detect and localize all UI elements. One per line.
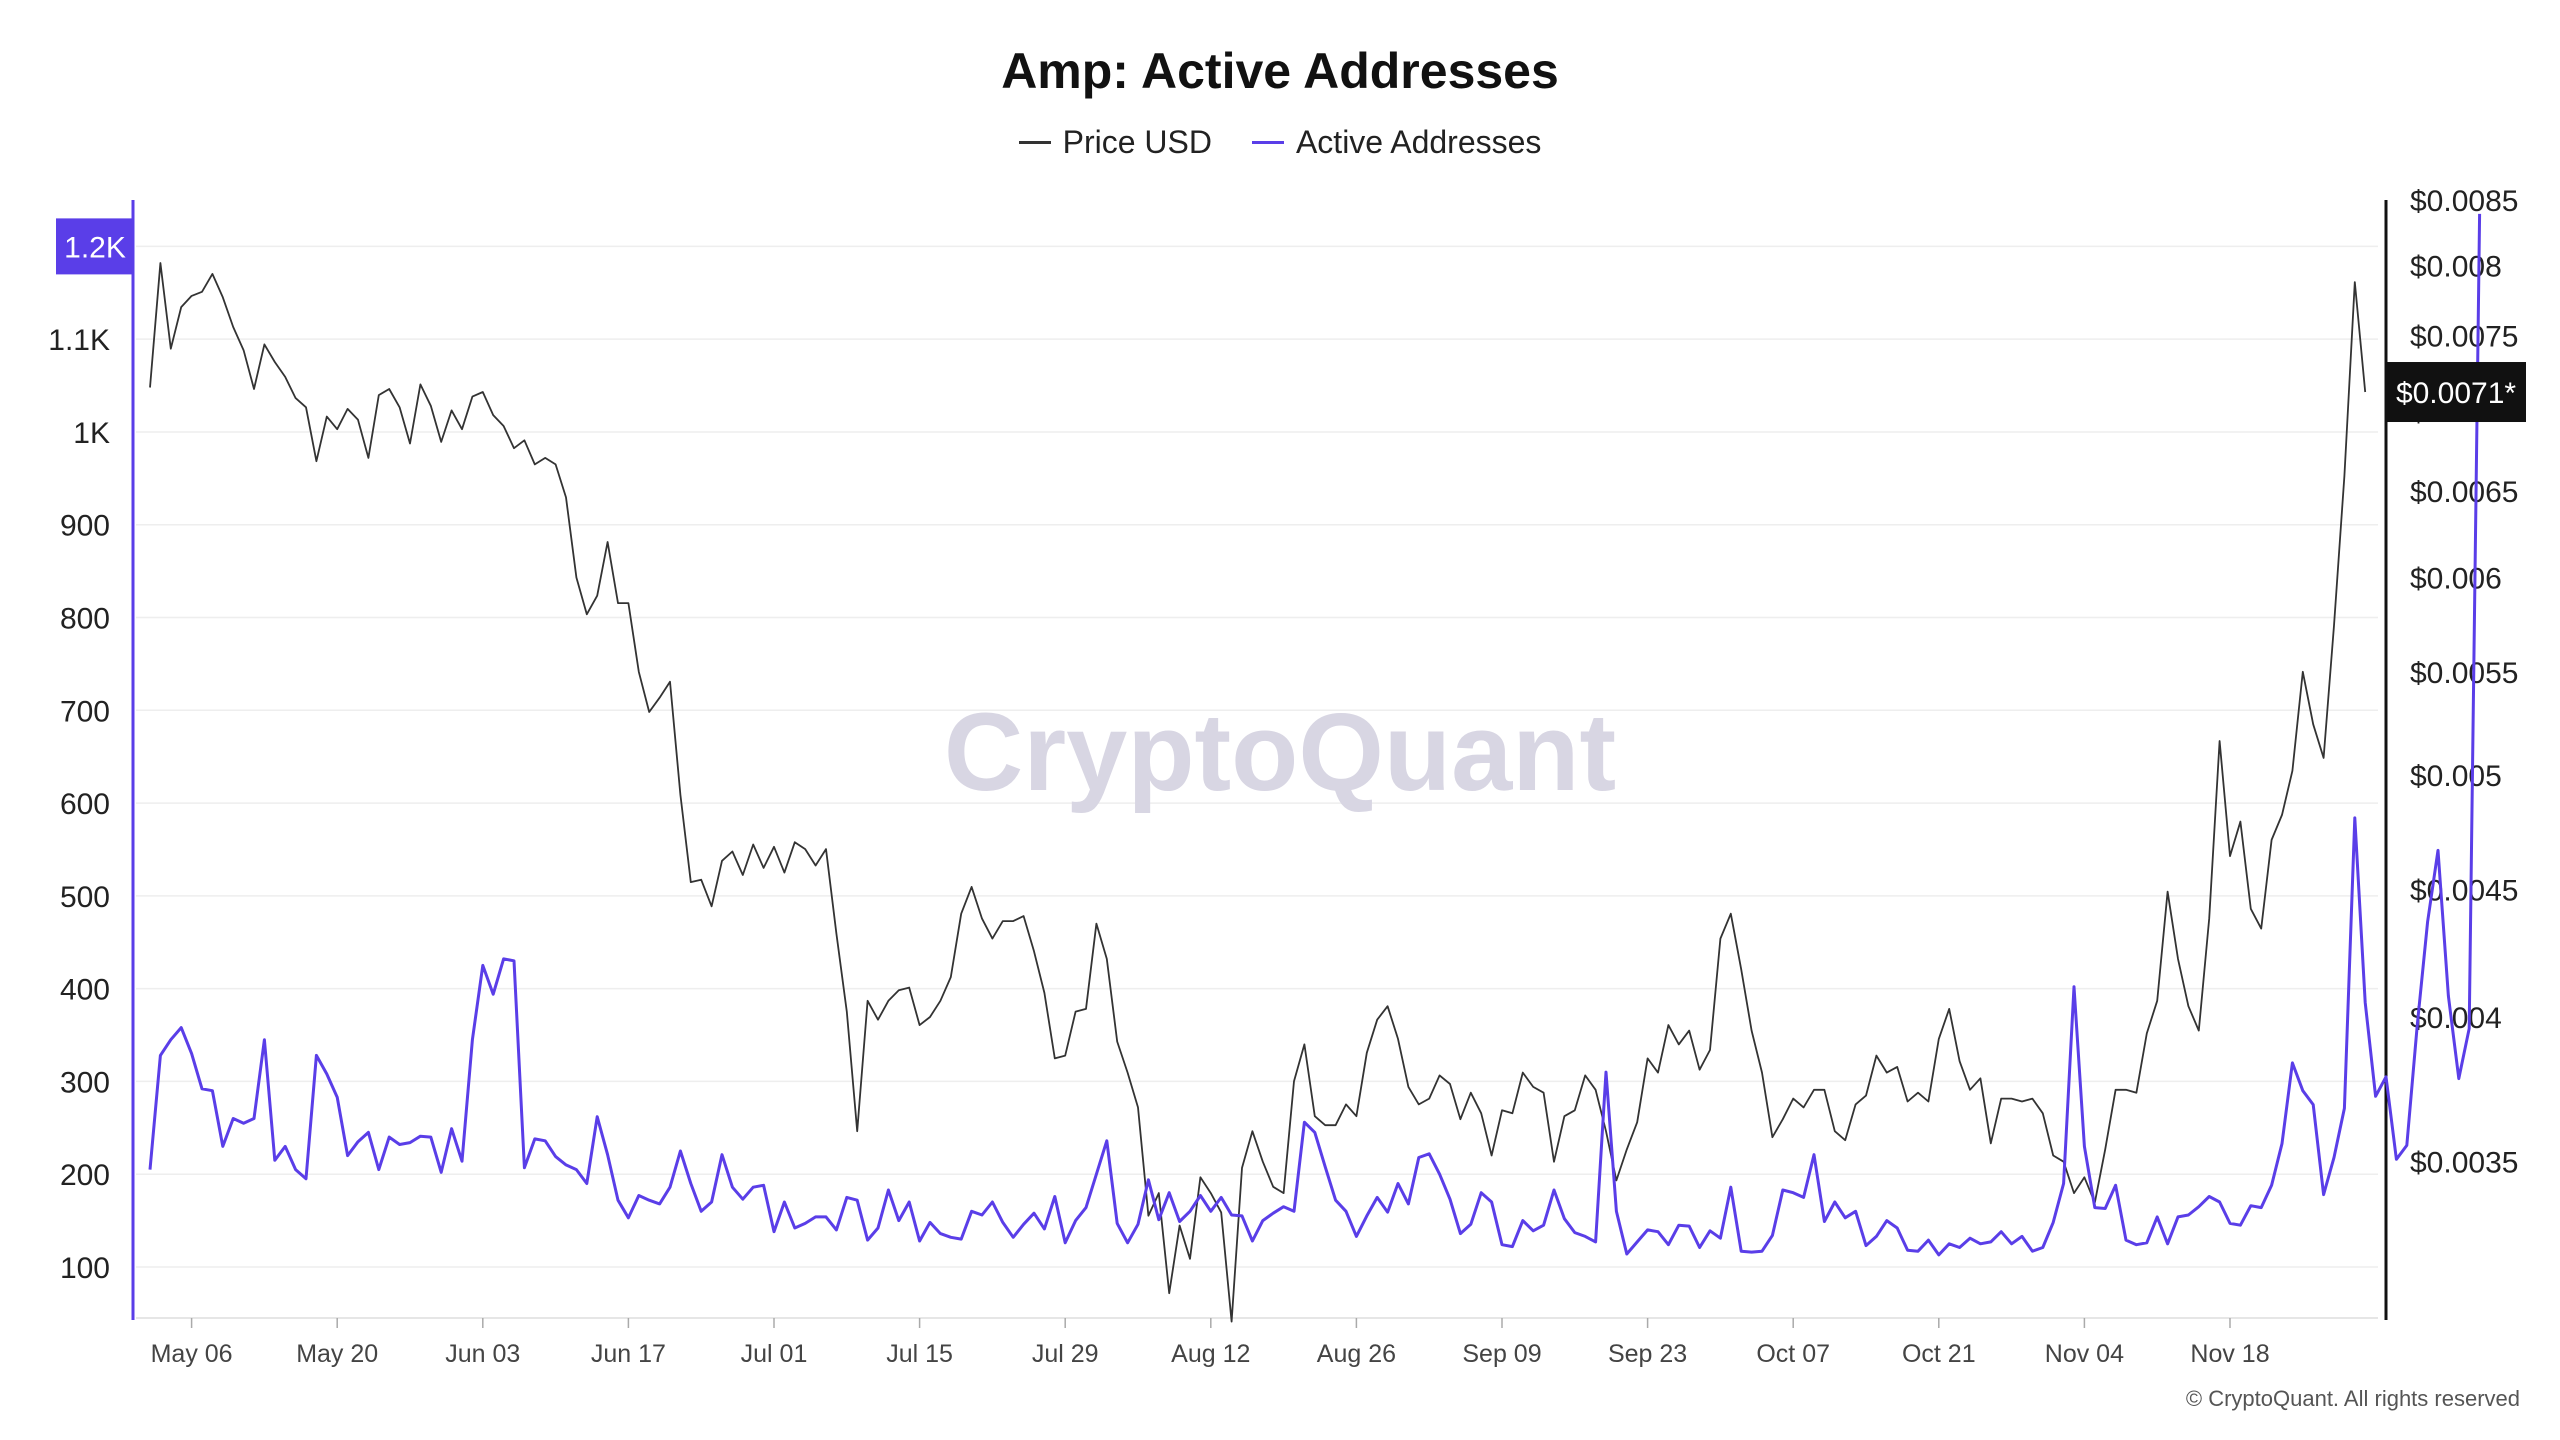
right-tick-label: $0.0055 bbox=[2410, 657, 2518, 690]
x-tick-label: May 20 bbox=[296, 1340, 378, 1368]
x-tick-label: Nov 04 bbox=[2045, 1340, 2124, 1368]
right-tick-label: $0.0075 bbox=[2410, 321, 2518, 354]
legend-item-active-addresses[interactable]: Active Addresses bbox=[1251, 124, 1542, 161]
series-lines bbox=[148, 213, 2482, 1323]
right-current-badge-label: $0.0071* bbox=[2396, 377, 2516, 410]
x-tick-label: Aug 12 bbox=[1171, 1340, 1250, 1368]
price-usd-line bbox=[149, 262, 2367, 1323]
left-tick-label: 700 bbox=[60, 695, 110, 728]
legend-swatch-active-addresses bbox=[1251, 141, 1284, 144]
left-current-badge bbox=[56, 218, 134, 275]
left-tick-label: 100 bbox=[60, 1252, 110, 1285]
left-tick-label: 600 bbox=[60, 788, 110, 821]
right-tick-label: $0.0085 bbox=[2410, 185, 2518, 218]
right-tick-label: $0.004 bbox=[2410, 1002, 2502, 1035]
legend-label-price: Price USD bbox=[1062, 124, 1212, 160]
watermark: CryptoQuant bbox=[944, 691, 1616, 814]
left-tick-label: 200 bbox=[60, 1159, 110, 1192]
left-tick-label: 300 bbox=[60, 1066, 110, 1099]
legend-swatch-price bbox=[1018, 141, 1051, 144]
x-tick-label: Jul 15 bbox=[886, 1340, 953, 1368]
x-tick-label: Sep 09 bbox=[1462, 1340, 1541, 1368]
x-tick-label: Oct 07 bbox=[1756, 1340, 1830, 1368]
right-tick-label: $0.0035 bbox=[2410, 1147, 2518, 1180]
x-tick-label: Jun 03 bbox=[445, 1340, 520, 1368]
left-tick-label: 400 bbox=[60, 974, 110, 1007]
gridlines bbox=[136, 245, 2378, 1268]
x-tick-label: Jul 01 bbox=[741, 1340, 808, 1368]
right-tick-label: $0.005 bbox=[2410, 760, 2502, 793]
x-tick-label: May 06 bbox=[151, 1340, 233, 1368]
legend: Price USD Active Addresses bbox=[0, 124, 2560, 161]
right-tick-label: $0.0045 bbox=[2410, 874, 2518, 907]
left-tick-label: 1.1K bbox=[48, 324, 110, 357]
right-axis-ticks: $0.0085$0.008$0.0075$0.007$0.0065$0.006$… bbox=[2410, 185, 2518, 1180]
legend-label-active-addresses: Active Addresses bbox=[1295, 124, 1542, 160]
copyright-notice: © CryptoQuant. All rights reserved bbox=[2185, 1386, 2520, 1411]
x-tick-label: Jul 29 bbox=[1032, 1340, 1099, 1368]
active-addresses-line bbox=[148, 213, 2482, 1257]
right-tick-label: $0.0065 bbox=[2410, 476, 2518, 509]
left-axis-ticks: 1.1K 1K 900 800 700 600 500 400 300 200 100 bbox=[48, 324, 110, 1285]
x-tick-label: Nov 18 bbox=[2190, 1340, 2269, 1368]
left-tick-label: 800 bbox=[60, 603, 110, 636]
right-current-badge bbox=[2386, 362, 2526, 423]
current-value-badges: 1.2K $0.0071* bbox=[56, 218, 2526, 423]
left-tick-label: 900 bbox=[60, 510, 110, 543]
chart-title: Amp: Active Addresses bbox=[1001, 43, 1559, 99]
right-tick-label: $0.006 bbox=[2410, 563, 2502, 596]
right-tick-label: $0.008 bbox=[2410, 251, 2502, 284]
x-tick-label: Oct 21 bbox=[1902, 1340, 1976, 1368]
left-current-badge-label: 1.2K bbox=[64, 231, 126, 264]
legend-item-price[interactable]: Price USD bbox=[1018, 124, 1212, 161]
left-tick-label: 500 bbox=[60, 881, 110, 914]
x-tick-label: Aug 26 bbox=[1317, 1340, 1396, 1368]
x-tick-label: Sep 23 bbox=[1608, 1340, 1687, 1368]
x-tick-label: Jun 17 bbox=[591, 1340, 666, 1368]
x-axis-ticks: May 06 May 20 Jun 03 Jun 17 Jul 01 Jul 15 Jul … bbox=[151, 1318, 2270, 1368]
left-tick-label: 1K bbox=[73, 417, 110, 450]
